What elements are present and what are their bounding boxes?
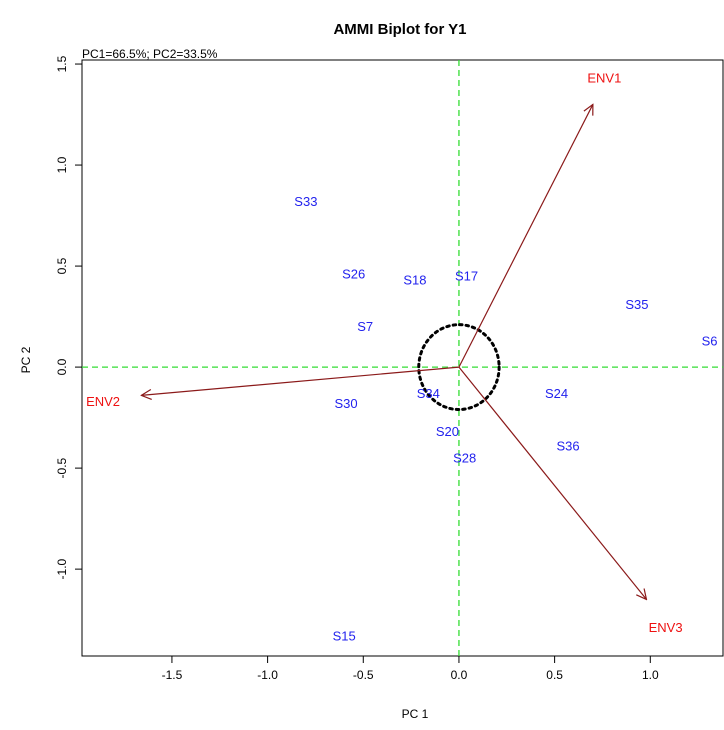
x-tick-label: 0.0 xyxy=(451,668,468,682)
genotype-label: S33 xyxy=(294,194,317,209)
genotype-label: S6 xyxy=(702,333,718,348)
y-tick-label: 1.5 xyxy=(55,55,69,72)
plot-area: -1.5 -1.0 -0.5 0.0 0.5 1.0 -1.0 -0.5 0.0 0.5 1.0 1.… xyxy=(55,55,724,682)
genotype-label: S28 xyxy=(453,451,476,466)
x-tick-label: 0.5 xyxy=(546,668,563,682)
genotype-label: S34 xyxy=(417,386,440,401)
y-tick-label: 1.0 xyxy=(55,156,69,173)
environment-label: ENV2 xyxy=(86,394,120,409)
x-tick-label: -0.5 xyxy=(353,668,374,682)
environment-vector xyxy=(458,104,593,368)
y-axis-title: PC 2 xyxy=(19,346,33,373)
origin-circle xyxy=(417,323,501,412)
genotype-label: S15 xyxy=(333,628,356,643)
genotype-label: S30 xyxy=(334,396,357,411)
environment-label: ENV1 xyxy=(587,71,621,86)
environment-vector xyxy=(458,366,647,599)
genotype-label: S7 xyxy=(357,319,373,334)
chart-title: AMMI Biplot for Y1 xyxy=(333,21,466,38)
plot-frame xyxy=(81,59,724,657)
x-tick-label: -1.0 xyxy=(257,668,278,682)
x-tick-label: 1.0 xyxy=(642,668,659,682)
y-tick-label: 0.0 xyxy=(55,358,69,375)
genotype-label: S35 xyxy=(625,297,648,312)
x-tick-label: -1.5 xyxy=(162,668,183,682)
environment-vector xyxy=(141,366,459,395)
chart-subtitle: PC1=66.5%; PC2=33.5% xyxy=(82,47,218,61)
genotype-label: S26 xyxy=(342,267,365,282)
environment-label: ENV3 xyxy=(649,620,683,635)
genotype-label: S18 xyxy=(403,273,426,288)
y-tick-label: -1.0 xyxy=(55,558,69,579)
genotype-label: S17 xyxy=(455,269,478,284)
y-tick-label: 0.5 xyxy=(55,257,69,274)
genotype-label: S20 xyxy=(436,424,459,439)
y-tick-label: -0.5 xyxy=(55,457,69,478)
genotype-label: S24 xyxy=(545,386,568,401)
genotype-label: S36 xyxy=(556,438,579,453)
x-axis-title: PC 1 xyxy=(402,707,429,721)
